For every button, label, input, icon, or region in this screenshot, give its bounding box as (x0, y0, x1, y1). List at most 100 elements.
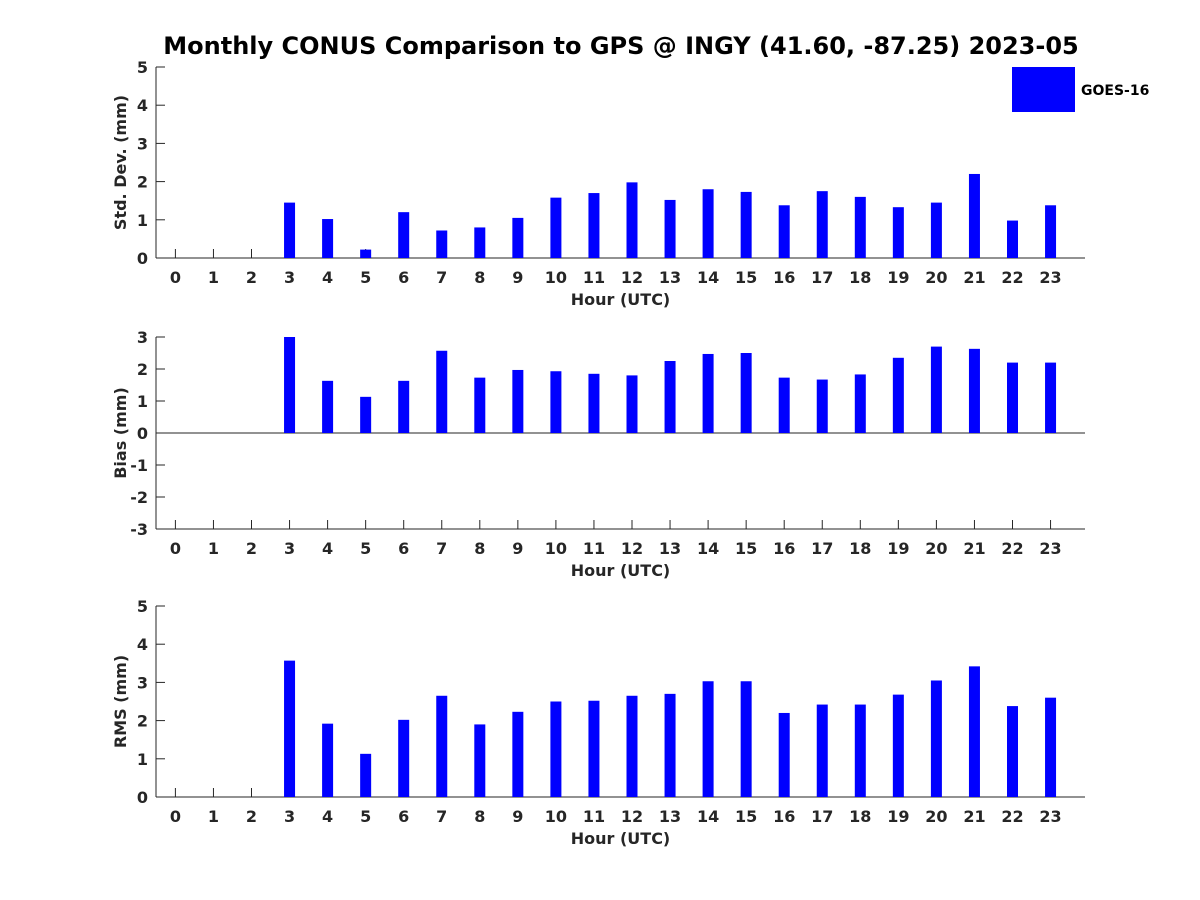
x-tick-label: 11 (583, 539, 605, 558)
x-tick-label: 8 (474, 539, 485, 558)
x-tick-label: 18 (849, 268, 871, 287)
x-tick-label: 10 (545, 268, 567, 287)
bar-hour-23 (1045, 362, 1057, 433)
x-tick-label: 21 (963, 268, 985, 287)
x-tick-label: 20 (925, 807, 947, 826)
legend-swatch-goes-16 (1012, 67, 1075, 112)
x-tick-label: 8 (474, 268, 485, 287)
x-tick-label: 16 (773, 539, 795, 558)
bar-hour-7 (436, 230, 448, 258)
bar-hour-23 (1045, 697, 1057, 797)
x-tick-label: 3 (284, 539, 295, 558)
x-tick-label: 5 (360, 268, 371, 287)
bar-hour-22 (1007, 220, 1018, 258)
x-tick-label: 3 (284, 807, 295, 826)
y-tick-label: 1 (137, 392, 148, 411)
bar-hour-9 (512, 217, 524, 258)
bar-hour-21 (968, 666, 980, 797)
bar-hour-3 (284, 202, 296, 258)
x-tick-label: 15 (735, 539, 757, 558)
y-tick-label: -2 (130, 488, 148, 507)
bar-hour-15 (740, 681, 752, 797)
x-tick-label: 16 (773, 268, 795, 287)
x-tick-label: 9 (512, 268, 523, 287)
x-tick-label: 7 (436, 539, 447, 558)
x-tick-label: 4 (322, 268, 333, 287)
x-tick-label: 22 (1001, 539, 1023, 558)
bar-hour-5 (360, 753, 372, 797)
y-tick-label: 2 (137, 173, 148, 192)
legend: GOES-16 (1012, 67, 1149, 112)
bar-hour-9 (512, 711, 524, 797)
bar-hour-11 (588, 700, 600, 797)
bar-hour-3 (284, 660, 296, 797)
x-tick-label: 12 (621, 807, 643, 826)
x-tick-label: 0 (170, 268, 181, 287)
bar-hour-19 (892, 694, 904, 797)
bar-hour-6 (398, 212, 410, 258)
y-tick-label: 1 (137, 750, 148, 769)
bar-hour-18 (854, 374, 866, 433)
y-tick-label: 5 (137, 597, 148, 616)
x-tick-label: 9 (512, 807, 523, 826)
bar-hour-21 (968, 173, 980, 258)
x-tick-label: 19 (887, 807, 909, 826)
x-tick-label: 2 (246, 807, 257, 826)
x-tick-label: 4 (322, 807, 333, 826)
bar-hour-8 (474, 377, 486, 433)
x-tick-label: 18 (849, 539, 871, 558)
x-tick-label: 1 (208, 268, 219, 287)
bar-hour-16 (778, 712, 790, 797)
bar-hour-14 (702, 681, 714, 797)
bar-hour-15 (740, 353, 752, 433)
bar-hour-23 (1045, 205, 1057, 258)
y-axis-label: RMS (mm) (111, 655, 130, 748)
y-tick-label: 3 (137, 673, 148, 692)
y-tick-label: 5 (137, 58, 148, 77)
bar-hour-9 (512, 369, 524, 433)
y-tick-label: 0 (137, 424, 148, 443)
x-tick-label: 8 (474, 807, 485, 826)
x-tick-label: 16 (773, 807, 795, 826)
x-tick-label: 6 (398, 807, 409, 826)
x-tick-label: 10 (545, 807, 567, 826)
bar-hour-12 (626, 182, 638, 258)
x-tick-label: 19 (887, 539, 909, 558)
bar-hour-8 (474, 724, 486, 797)
bar-hour-8 (474, 227, 486, 258)
bar-hour-6 (398, 719, 410, 797)
bar-hour-12 (626, 695, 638, 797)
bar-hour-13 (664, 199, 676, 258)
y-tick-label: 4 (137, 96, 148, 115)
bar-hour-22 (1007, 362, 1018, 433)
x-tick-label: 23 (1039, 807, 1061, 826)
y-tick-label: 0 (137, 788, 148, 807)
bar-hour-19 (892, 207, 904, 258)
y-axis-label: Bias (mm) (111, 387, 130, 479)
x-tick-label: 23 (1039, 539, 1061, 558)
chart-title: Monthly CONUS Comparison to GPS @ INGY (… (163, 32, 1078, 60)
bar-hour-17 (816, 191, 828, 258)
y-tick-label: 2 (137, 712, 148, 731)
bar-hour-17 (816, 704, 828, 797)
y-tick-label: -3 (130, 520, 148, 539)
bar-hour-22 (1007, 706, 1018, 797)
bar-hour-6 (398, 380, 410, 433)
y-tick-label: 4 (137, 635, 148, 654)
y-tick-label: 3 (137, 134, 148, 153)
x-tick-label: 17 (811, 807, 833, 826)
bar-hour-16 (778, 377, 790, 433)
bar-hour-17 (816, 379, 828, 433)
x-tick-label: 12 (621, 268, 643, 287)
x-tick-label: 10 (545, 539, 567, 558)
x-tick-label: 23 (1039, 268, 1061, 287)
bar-hour-11 (588, 193, 600, 258)
x-tick-label: 22 (1001, 268, 1023, 287)
x-tick-label: 2 (246, 268, 257, 287)
y-tick-label: -1 (130, 456, 148, 475)
x-tick-label: 15 (735, 807, 757, 826)
x-tick-label: 19 (887, 268, 909, 287)
x-tick-label: 20 (925, 539, 947, 558)
x-tick-label: 14 (697, 268, 719, 287)
